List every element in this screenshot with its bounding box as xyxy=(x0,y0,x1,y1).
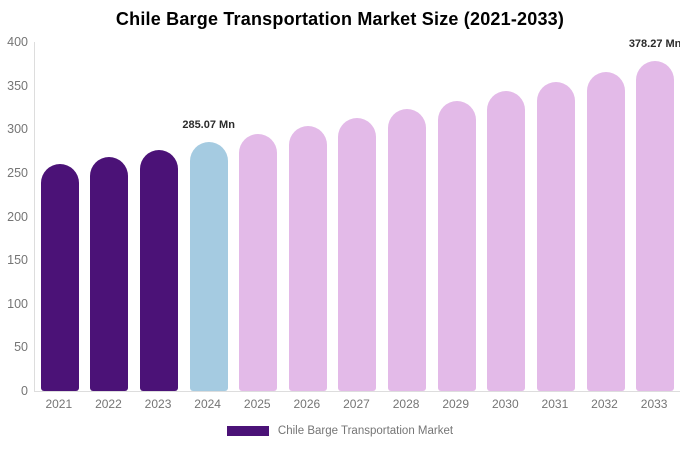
x-tick-label-2028: 2028 xyxy=(392,397,420,411)
bar-2032 xyxy=(586,72,625,391)
bar-column-2022 xyxy=(85,42,135,391)
bar-2022 xyxy=(90,157,129,391)
bar-column-2026 xyxy=(283,42,333,391)
bar-column-2028 xyxy=(382,42,432,391)
x-tick-label-2025: 2025 xyxy=(243,397,271,411)
bar-column-2021 xyxy=(35,42,85,391)
bar-2024 xyxy=(189,142,228,391)
value-label-2033: 378.27 Mn xyxy=(628,37,680,50)
y-tick-label-350: 350 xyxy=(7,79,28,93)
x-tick-label-2031: 2031 xyxy=(541,397,569,411)
bar-2031 xyxy=(536,81,575,391)
bar-column-2023 xyxy=(134,42,184,391)
x-tick-label-2023: 2023 xyxy=(144,397,172,411)
x-tick-label-2029: 2029 xyxy=(442,397,470,411)
bar-2027 xyxy=(338,118,377,391)
bar-2026 xyxy=(288,126,327,391)
y-tick-label-0: 0 xyxy=(21,384,28,398)
x-tick-label-2024: 2024 xyxy=(194,397,221,411)
bar-column-2031 xyxy=(531,42,581,391)
bar-column-2025 xyxy=(233,42,283,391)
x-tick-label-2022: 2022 xyxy=(95,397,122,411)
y-tick-label-200: 200 xyxy=(7,210,28,224)
bar-2029 xyxy=(437,100,476,391)
bar-column-2030 xyxy=(481,42,531,391)
y-axis: 0 50 100 150 200 250 300 350 400 xyxy=(0,35,28,398)
x-tick-label-2030: 2030 xyxy=(491,397,519,411)
y-tick-label-400: 400 xyxy=(7,35,28,49)
y-tick-label-150: 150 xyxy=(7,253,28,267)
bar-column-2029 xyxy=(432,42,482,391)
bar-column-2027 xyxy=(333,42,383,391)
chart-title: Chile Barge Transportation Market Size (… xyxy=(115,9,565,29)
bar-2025 xyxy=(239,134,278,391)
y-tick-label-250: 250 xyxy=(7,166,28,180)
legend-swatch xyxy=(226,426,269,436)
x-tick-label-2021: 2021 xyxy=(45,397,73,411)
bar-2023 xyxy=(140,149,179,391)
x-axis: 2021 2022 2023 2024 2025 2026 2027 2028 2029 2030… xyxy=(34,397,679,411)
x-tick-label-2027: 2027 xyxy=(343,397,370,411)
bar-2021 xyxy=(40,164,79,391)
y-tick-label-50: 50 xyxy=(14,340,28,354)
legend: Chile Barge Transportation Market xyxy=(0,425,680,437)
bar-2028 xyxy=(388,109,427,391)
bar-column-2032 xyxy=(581,42,631,391)
y-tick-label-300: 300 xyxy=(7,122,28,136)
y-tick-label-100: 100 xyxy=(7,297,28,311)
legend-label: Chile Barge Transportation Market xyxy=(277,425,454,437)
value-label-2024: 285.07 Mn xyxy=(182,119,235,132)
bar-column-2024: 285.07 Mn xyxy=(182,42,235,391)
bar-2033 xyxy=(636,60,675,391)
x-tick-label-2026: 2026 xyxy=(293,397,321,411)
bar-column-2033: 378.27 Mn xyxy=(629,38,680,391)
x-tick-label-2032: 2032 xyxy=(591,397,618,411)
bar-2030 xyxy=(487,91,526,391)
plot-area: 285.07 Mn 378.27 Mn xyxy=(34,38,680,392)
x-tick-label-2033: 2033 xyxy=(640,397,668,411)
